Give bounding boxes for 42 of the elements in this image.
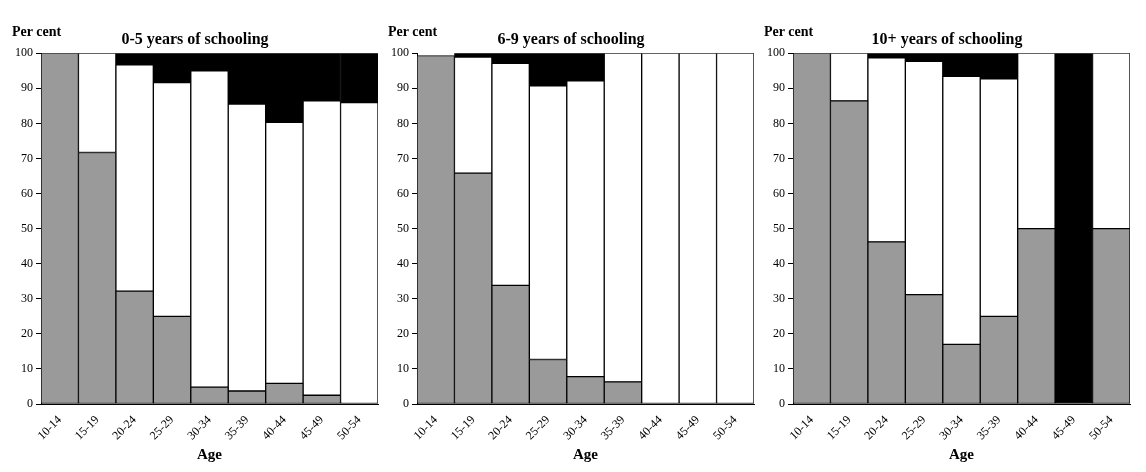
y-tick-label: 40 — [397, 255, 409, 270]
y-tick-label: 70 — [773, 150, 785, 165]
y-tick-label: 0 — [27, 396, 33, 411]
y-tick-label: 60 — [397, 185, 409, 200]
y-axis-title: Per cent — [388, 23, 438, 39]
y-tick-label: 30 — [773, 290, 785, 305]
chart-title: 0-5 years of schooling — [121, 29, 269, 48]
y-tick-label: 100 — [15, 45, 33, 60]
y-tick-label: 100 — [767, 45, 785, 60]
y-tick-label: 60 — [21, 185, 33, 200]
y-tick-label: 70 — [397, 150, 409, 165]
y-tick-label: 40 — [21, 255, 33, 270]
y-tick-label: 90 — [773, 80, 785, 95]
y-tick-label: 70 — [21, 150, 33, 165]
y-tick-label: 60 — [773, 185, 785, 200]
y-tick-label: 20 — [773, 326, 785, 341]
y-tick-label: 0 — [779, 396, 785, 411]
y-tick-label: 30 — [397, 290, 409, 305]
y-tick-label: 80 — [773, 115, 785, 130]
y-tick-label: 10 — [397, 361, 409, 376]
y-tick-label: 50 — [773, 220, 785, 235]
y-axis-title: Per cent — [764, 23, 814, 39]
x-axis-title: Age — [573, 445, 599, 462]
y-axis-title: Per cent — [12, 23, 62, 39]
y-tick-label: 90 — [397, 80, 409, 95]
x-axis-title: Age — [197, 445, 223, 462]
y-tick-label: 20 — [397, 326, 409, 341]
y-tick-label: 80 — [397, 115, 409, 130]
chart-title: 10+ years of schooling — [871, 29, 1023, 48]
y-tick-label: 10 — [21, 361, 33, 376]
y-tick-label: 80 — [21, 115, 33, 130]
y-tick-label: 10 — [773, 361, 785, 376]
y-tick-label: 20 — [21, 326, 33, 341]
y-tick-label: 50 — [397, 220, 409, 235]
x-axis-title: Age — [949, 445, 975, 462]
y-tick-label: 30 — [21, 290, 33, 305]
y-tick-label: 90 — [21, 80, 33, 95]
y-tick-label: 50 — [21, 220, 33, 235]
y-tick-label: 40 — [773, 255, 785, 270]
chart-title: 6-9 years of schooling — [497, 29, 645, 48]
y-tick-label: 0 — [403, 396, 409, 411]
y-tick-label: 100 — [391, 45, 409, 60]
